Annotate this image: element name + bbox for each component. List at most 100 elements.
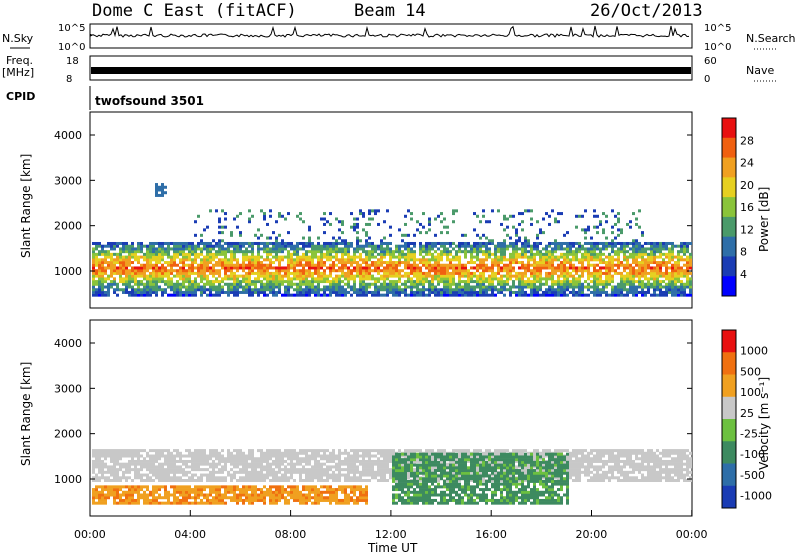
heatmap-cell <box>110 493 113 497</box>
heatmap-cell <box>506 258 509 262</box>
heatmap-cell <box>401 261 404 265</box>
heatmap-cell <box>659 250 662 254</box>
heatmap-cell <box>497 255 500 259</box>
heatmap-cell <box>404 293 407 297</box>
heatmap-cell <box>374 250 377 254</box>
heatmap-cell <box>356 217 359 221</box>
heatmap-cell <box>224 496 227 500</box>
heatmap-cell <box>545 247 548 251</box>
heatmap-cell <box>539 263 542 267</box>
heatmap-cell <box>458 255 461 259</box>
heatmap-cell <box>197 451 200 455</box>
heatmap-cell <box>635 274 638 278</box>
heatmap-cell <box>266 470 269 474</box>
nsky-tick-high: 10^5 <box>58 23 85 34</box>
heatmap-cell <box>449 261 452 265</box>
heatmap-cell <box>365 255 368 259</box>
heatmap-cell <box>488 288 491 292</box>
heatmap-cell <box>515 255 518 259</box>
heatmap-cell <box>518 280 521 284</box>
heatmap-cell <box>479 293 482 297</box>
heatmap-cell <box>605 282 608 286</box>
heatmap-cell <box>275 501 278 505</box>
heatmap-cell <box>620 228 623 232</box>
heatmap-cell <box>644 282 647 286</box>
heatmap-cell <box>350 459 353 463</box>
heatmap-cell <box>335 493 338 497</box>
heatmap-cell <box>107 465 110 469</box>
heatmap-cell <box>440 266 443 270</box>
heatmap-cell <box>545 250 548 254</box>
heatmap-cell <box>158 285 161 289</box>
heatmap-cell <box>353 449 356 453</box>
heatmap-cell <box>98 479 101 482</box>
heatmap-cell <box>434 293 437 297</box>
heatmap-cell <box>218 468 221 472</box>
heatmap-cell <box>296 282 299 286</box>
heatmap-cell <box>305 485 308 489</box>
heatmap-cell <box>632 274 635 278</box>
heatmap-cell <box>101 250 104 254</box>
heatmap-cell <box>152 490 155 494</box>
heatmap-cell <box>188 454 191 458</box>
heatmap-cell <box>281 496 284 500</box>
heatmap-cell <box>479 258 482 262</box>
heatmap-cell <box>314 493 317 497</box>
heatmap-cell <box>641 255 644 259</box>
heatmap-cell <box>527 282 530 286</box>
heatmap-cell <box>422 280 425 284</box>
heatmap-cell <box>527 244 530 248</box>
heatmap-cell <box>194 290 197 294</box>
heatmap-cell <box>263 212 266 216</box>
heatmap-cell <box>488 277 491 281</box>
heatmap-cell <box>170 280 173 284</box>
heatmap-cell <box>302 498 305 502</box>
heatmap-cell <box>272 261 275 265</box>
heatmap-cell <box>434 285 437 289</box>
heatmap-cell <box>374 462 377 466</box>
heatmap-cell <box>668 280 671 284</box>
heatmap-cell <box>395 261 398 265</box>
heatmap-cell <box>413 293 416 297</box>
heatmap-cell <box>149 255 152 259</box>
heatmap-cell <box>218 293 221 297</box>
heatmap-cell <box>260 462 263 466</box>
heatmap-cell <box>323 247 326 251</box>
heatmap-cell <box>299 496 302 500</box>
heatmap-cell <box>647 241 650 245</box>
heatmap-cell <box>518 274 521 278</box>
heatmap-cell <box>344 271 347 275</box>
heatmap-cell <box>572 269 575 273</box>
heatmap-cell <box>359 449 362 453</box>
heatmap-cell <box>350 470 353 474</box>
heatmap-cell <box>269 250 272 254</box>
heatmap-cell <box>218 479 221 482</box>
heatmap-cell <box>629 290 632 294</box>
heatmap-cell <box>506 271 509 275</box>
heatmap-cell <box>284 269 287 273</box>
heatmap-cell <box>386 252 389 256</box>
heatmap-cell <box>344 498 347 502</box>
heatmap-cell <box>407 255 410 259</box>
heatmap-cell <box>650 255 653 259</box>
heatmap-cell <box>92 258 95 262</box>
heatmap-cell <box>566 269 569 273</box>
heatmap-cell <box>404 274 407 278</box>
heatmap-cell <box>542 217 545 221</box>
heatmap-cell <box>218 250 221 254</box>
heatmap-cell <box>389 263 392 267</box>
heatmap-cell <box>215 244 218 248</box>
heatmap-cell <box>311 290 314 294</box>
heatmap-cell <box>479 244 482 248</box>
heatmap-cell <box>158 493 161 497</box>
heatmap-cell <box>650 271 653 275</box>
heatmap-cell <box>551 266 554 270</box>
heatmap-cell <box>425 263 428 267</box>
heatmap-cell <box>440 274 443 278</box>
heatmap-cell <box>308 288 311 292</box>
heatmap-cell <box>155 280 158 284</box>
heatmap-cell <box>161 462 164 466</box>
heatmap-cell <box>206 468 209 472</box>
heatmap-cell <box>488 241 491 245</box>
heatmap-cell <box>677 280 680 284</box>
